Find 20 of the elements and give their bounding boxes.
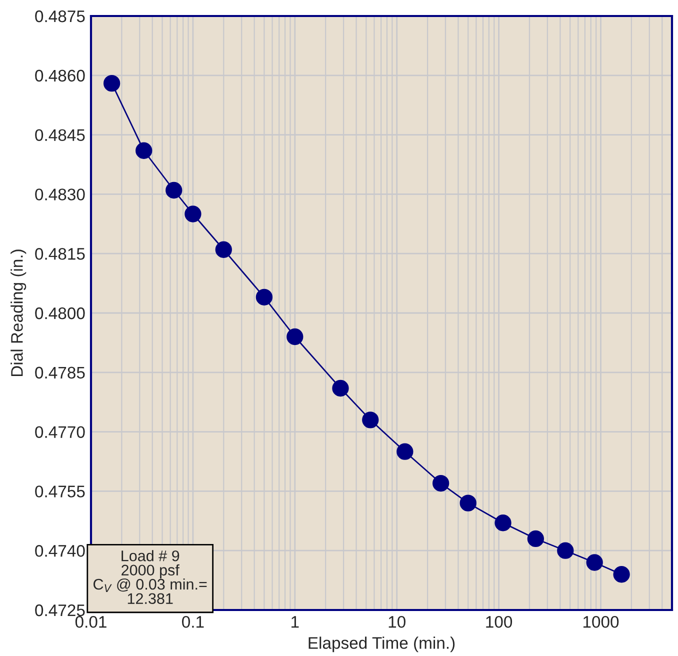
y-axis-title: Dial Reading (in.) (10, 250, 26, 376)
x-axis-title: Elapsed Time (min.) (308, 636, 455, 652)
y-tick-label: 0.4740 (35, 545, 85, 557)
x-tick-label: 1000 (583, 616, 619, 628)
y-tick-label: 0.4845 (35, 129, 85, 142)
y-tick-label: 0.4785 (35, 366, 85, 379)
y-tick-label: 0.4770 (35, 426, 85, 438)
y-tick-label: 0.4875 (35, 10, 85, 22)
y-tick-label: 0.4815 (35, 248, 85, 260)
x-tick-label: 0.1 (182, 616, 204, 628)
x-tick-label: 10 (388, 616, 406, 628)
y-tick-label: 0.4725 (35, 604, 85, 616)
y-tick-label: 0.4860 (35, 70, 85, 82)
y-tick-label: 0.4755 (35, 486, 85, 498)
y-tick-label: 0.4800 (35, 307, 85, 320)
text: Load # 9 2000 psf C$_{V}$ @ 0.03 min.= 12.381 (94, 550, 207, 604)
x-tick-label: 1 (292, 616, 299, 628)
y-tick-label: 0.4830 (35, 188, 85, 200)
x-tick-label: 100 (486, 616, 512, 628)
x-tick-label: 0.01 (75, 616, 106, 628)
